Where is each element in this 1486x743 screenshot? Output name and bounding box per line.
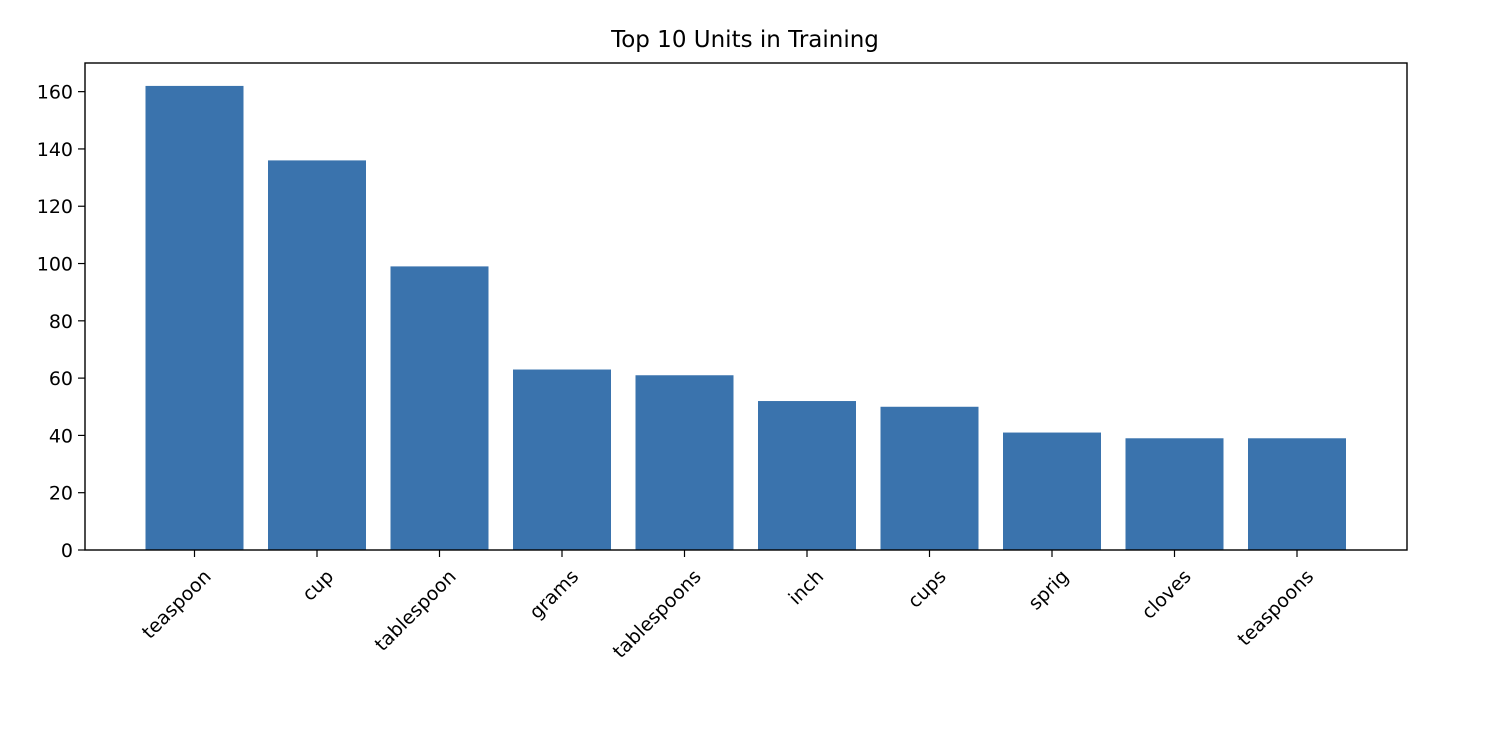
x-tick-label: cloves (1138, 566, 1196, 624)
x-tick-label: teaspoon (138, 566, 216, 644)
plot-frame (84, 62, 1408, 551)
y-tick-label: 60 (49, 368, 73, 390)
bar-teaspoon (145, 85, 244, 550)
x-tick-label: tablespoons (609, 566, 706, 663)
bar-inch (758, 401, 856, 550)
bars-layer (145, 85, 1346, 550)
y-tick-label: 40 (49, 425, 73, 447)
y-tick-label: 120 (37, 196, 73, 218)
x-tick-label: sprig (1024, 566, 1073, 615)
y-tick-label: 160 (37, 82, 73, 104)
x-axis: teaspoon cup tablespoon grams tablespoons inc… (138, 550, 1318, 663)
y-axis: 0 20 40 60 80 100 120 140 160 (37, 82, 85, 562)
x-tick-label: inch (784, 566, 828, 610)
bar-sprig (1003, 432, 1101, 550)
bar-cup (268, 160, 366, 550)
x-tick-label: teaspoons (1233, 566, 1318, 651)
bar-tablespoon (390, 266, 489, 550)
y-tick-label: 140 (37, 139, 73, 161)
y-tick-label: 80 (49, 311, 73, 333)
bar-tablespoons (635, 375, 734, 550)
bar-teaspoons (1248, 438, 1346, 550)
x-tick-label: tablespoon (371, 566, 461, 656)
y-tick-label: 0 (61, 540, 73, 562)
bar-cups (880, 406, 979, 550)
y-tick-label: 100 (37, 254, 73, 276)
bar-grams (513, 369, 611, 550)
x-tick-label: cup (298, 566, 338, 606)
chart-title: Top 10 Units in Training (610, 27, 879, 53)
bar-cloves (1125, 438, 1224, 550)
y-tick-label: 20 (49, 483, 73, 505)
x-tick-label: grams (525, 566, 583, 624)
x-tick-label: cups (904, 566, 951, 613)
